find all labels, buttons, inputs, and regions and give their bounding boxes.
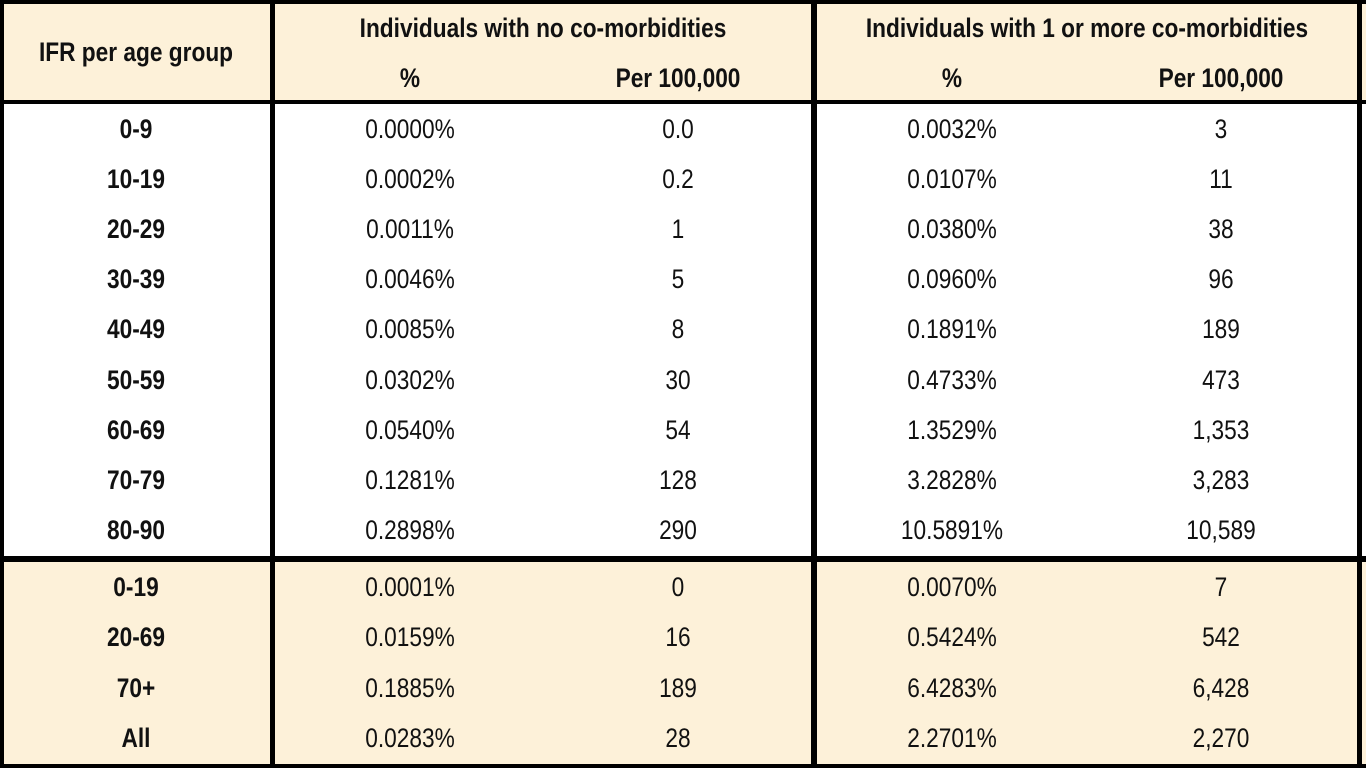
subheader-no-pct: % [399,62,421,93]
subheader-no-per100k: Per 100,000 [615,62,741,93]
comorbidity-pct-cell: 3.2828% [907,465,997,496]
comorbidity-pct-cell: 0.0107% [907,163,997,194]
comorbidity-pct-cell: 1.3529% [907,414,997,445]
summary-top-rule [0,556,1366,562]
comorbidity-pct-cell: 0.0032% [907,113,997,144]
no-comorbidity-per100k-cell: 16 [665,622,691,653]
age-column-divider [270,0,275,768]
age-group-cell: 80-90 [106,515,166,546]
comorbidity-per100k-cell: 11 [1209,163,1233,194]
no-comorbidity-per100k-cell: 290 [659,515,697,546]
comorbidity-per100k-cell: 3,283 [1192,465,1250,496]
age-group-cell: 20-69 [106,622,166,653]
comorbidity-pct-cell: 0.0960% [907,264,997,295]
no-comorbidity-per100k-cell: 0.2 [662,163,694,194]
summary-background [0,562,1366,768]
no-comorbidity-pct-cell: 0.2898% [365,515,455,546]
table-top-border [0,0,1366,4]
age-group-cell: 0-9 [119,113,153,144]
comorbidity-per100k-cell: 473 [1202,364,1240,395]
no-comorbidity-pct-cell: 0.0011% [366,214,454,245]
table-left-border [0,0,4,768]
no-comorbidity-pct-cell: 0.0283% [365,723,455,754]
comorbidity-pct-cell: 6.4283% [907,672,997,703]
age-group-cell: All [121,723,151,754]
no-comorbidity-per100k-cell: 5 [671,264,685,295]
no-comorbidity-per100k-cell: 1 [671,214,685,245]
header-background [0,0,1366,102]
age-group-cell: 60-69 [106,414,166,445]
comorbidity-per100k-cell: 2,270 [1192,723,1250,754]
no-comorbidity-pct-cell: 0.1281% [365,465,455,496]
no-comorbidity-per100k-cell: 128 [659,465,697,496]
comorbidity-pct-cell: 10.5891% [900,515,1004,546]
no-comorbidity-per100k-cell: 8 [671,314,685,345]
no-comorbidity-per100k-cell: 0 [671,571,685,602]
comorbidity-per100k-cell: 6,428 [1192,672,1250,703]
subheader-co-per100k: Per 100,000 [1158,62,1284,93]
no-comorbidity-per100k-cell: 0.0 [662,113,694,144]
comorbidity-pct-cell: 0.0070% [907,571,997,602]
age-group-cell: 70-79 [106,465,166,496]
age-group-cell: 0-19 [113,571,159,602]
header-bottom-rule [0,100,1366,104]
no-comorbidity-pct-cell: 0.0000% [365,113,455,144]
age-group-cell: 50-59 [106,364,166,395]
corner-header: IFR per age group [38,36,234,67]
comorbidity-per100k-cell: 542 [1202,622,1240,653]
no-comorbidity-per100k-cell: 30 [665,364,691,395]
group-header-no-comorbidities: Individuals with no co-morbidities [359,12,727,43]
comorbidity-pct-cell: 0.0380% [907,214,997,245]
no-comorbidity-pct-cell: 0.0302% [365,364,455,395]
comorbidity-per100k-cell: 189 [1202,314,1240,345]
no-comorbidity-pct-cell: 0.0046% [365,264,455,295]
comorbidity-per100k-cell: 10,589 [1186,515,1256,546]
age-group-cell: 40-49 [106,314,166,345]
table-bottom-border [0,764,1366,768]
no-comorbidity-pct-cell: 0.1885% [365,672,455,703]
age-group-cell: 20-29 [106,214,166,245]
comorbidity-pct-cell: 0.4733% [907,364,997,395]
age-group-cell: 70+ [116,672,156,703]
comorbidity-per100k-cell: 1,353 [1192,414,1250,445]
comorbidity-per100k-cell: 7 [1214,571,1228,602]
subheader-co-pct: % [941,62,963,93]
group-header-with-comorbidities: Individuals with 1 or more co-morbiditie… [865,12,1309,43]
age-group-cell: 10-19 [106,163,166,194]
comorbidity-per100k-cell: 38 [1208,214,1234,245]
no-comorbidity-pct-cell: 0.0540% [365,414,455,445]
no-comorbidity-pct-cell: 0.0002% [365,163,455,194]
comorbidity-per100k-cell: 96 [1208,264,1234,295]
age-group-cell: 30-39 [106,264,166,295]
no-comorbidity-per100k-cell: 189 [659,672,697,703]
comorbidity-per100k-cell: 3 [1214,113,1228,144]
no-comorbidity-pct-cell: 0.0159% [365,622,455,653]
group-divider [811,0,817,768]
no-comorbidity-per100k-cell: 28 [665,723,691,754]
comorbidity-pct-cell: 2.2701% [907,723,997,754]
no-comorbidity-pct-cell: 0.0001% [365,571,455,602]
comorbidity-pct-cell: 0.5424% [907,622,997,653]
no-comorbidity-pct-cell: 0.0085% [365,314,455,345]
no-comorbidity-per100k-cell: 54 [665,414,691,445]
comorbidity-pct-cell: 0.1891% [907,314,997,345]
table-right-border [1357,0,1362,768]
